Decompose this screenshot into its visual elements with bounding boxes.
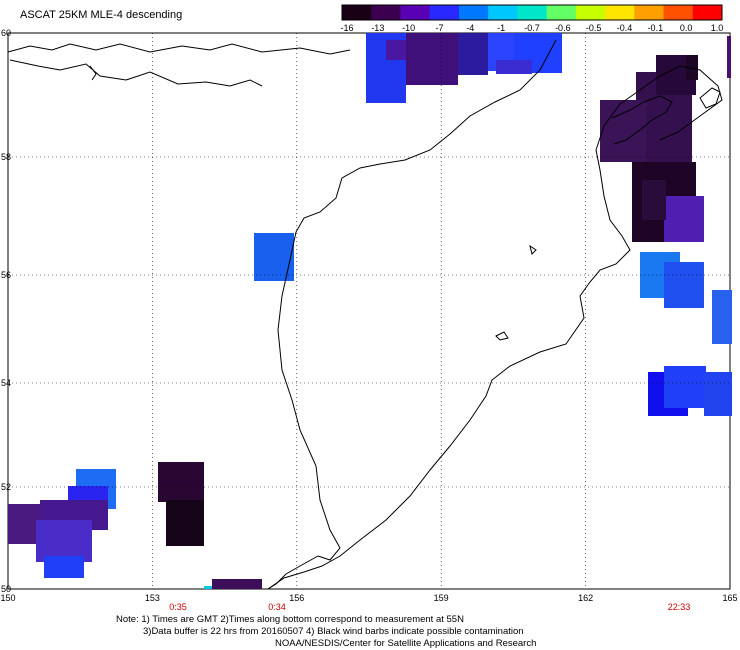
data-tile (458, 33, 488, 75)
colorbar-swatch (488, 5, 518, 20)
data-tile (664, 262, 704, 308)
colorbar-tick-label: -13 (371, 23, 384, 33)
longitude-label: 150 (0, 593, 15, 603)
footer-note-line1: Note: 1) Times are GMT 2)Times along bot… (116, 614, 464, 625)
colorbar-tick-label: -0.4 (617, 23, 633, 33)
data-tile (642, 180, 666, 220)
data-tile (166, 500, 204, 546)
coast-north (7, 43, 351, 55)
footer-note-line3: NOAA/NESDIS/Center for Satellite Applica… (275, 638, 537, 649)
colorbar-swatch (692, 5, 723, 20)
colorbar-tick-label: -7 (435, 23, 443, 33)
colorbar-tick-label: -0.5 (586, 23, 602, 33)
colorbar-tick-label: 1.0 (711, 23, 724, 33)
data-tile (36, 520, 92, 562)
coast-island (699, 87, 721, 109)
latitude-label: 54 (1, 378, 11, 388)
colorbar-swatch (575, 5, 606, 20)
data-tile (704, 372, 732, 416)
latitude-label: 50 (1, 584, 11, 594)
colorbar-tick-label: -4 (466, 23, 474, 33)
colorbar: -16 -13 -10 -7 -4 -1 -0.7 -0.6 -0.5 -0.4 -0.1 0.0 1.… (340, 4, 723, 33)
coast-peninsula (611, 95, 673, 145)
time-labels: 0:35 0:34 22:33 (169, 602, 690, 612)
data-tile (212, 579, 262, 589)
coastline (7, 39, 723, 590)
coast-islet (89, 65, 97, 81)
colorbar-swatch (605, 5, 635, 20)
colorbar-swatch (546, 5, 577, 20)
colorbar-swatch (663, 5, 694, 20)
map-title: ASCAT 25KM MLE-4 descending (20, 9, 183, 21)
colorbar-tick-label: -0.6 (555, 23, 571, 33)
colorbar-swatch (458, 5, 489, 20)
colorbar-tick-label: -1 (497, 23, 505, 33)
colorbar-tick-label: -10 (402, 23, 415, 33)
coast-west (277, 39, 557, 561)
longitude-label: 153 (145, 593, 160, 603)
colorbar-swatch (517, 5, 548, 20)
coast-islet (529, 244, 537, 255)
colorbar-frame (341, 4, 723, 21)
colorbar-tick-label: 0.0 (680, 23, 693, 33)
longitude-labels: 150 153 156 159 162 165 (0, 593, 737, 603)
colorbar-swatch (342, 5, 372, 20)
time-label: 0:34 (268, 602, 286, 612)
colorbar-swatch (371, 5, 401, 20)
graticule (8, 33, 730, 589)
data-tile (727, 36, 731, 78)
data-tile (158, 462, 204, 502)
colorbar-swatch (429, 5, 460, 20)
latitude-label: 52 (1, 482, 11, 492)
data-tile (496, 60, 532, 74)
colorbar-swatches (342, 5, 723, 20)
data-tile (664, 196, 704, 242)
data-tile (664, 366, 706, 408)
longitude-label: 165 (722, 593, 737, 603)
data-tile (44, 556, 84, 578)
data-tile (712, 290, 732, 344)
colorbar-swatch (400, 5, 431, 20)
latitude-label: 60 (1, 28, 11, 38)
longitude-label: 159 (434, 593, 449, 603)
coast-north-inner (9, 59, 263, 87)
colorbar-tick-label: -0.7 (524, 23, 540, 33)
data-tile (386, 40, 406, 60)
data-tiles (8, 33, 732, 589)
longitude-label: 156 (289, 593, 304, 603)
latitude-label: 56 (1, 270, 11, 280)
data-tile (406, 33, 458, 85)
footer-note-line2: 3)Data buffer is 22 hrs from 20160507 4)… (143, 626, 524, 637)
colorbar-labels: -16 -13 -10 -7 -4 -1 -0.7 -0.6 -0.5 -0.4 -0.1 0.0 1.… (340, 23, 723, 33)
data-tile (686, 55, 698, 80)
data-tile (204, 586, 212, 589)
coast-islet (495, 331, 509, 341)
colorbar-swatch (634, 5, 665, 20)
longitude-label: 162 (578, 593, 593, 603)
colorbar-tick-label: -16 (340, 23, 353, 33)
latitude-labels: 50 52 54 56 58 60 (1, 28, 11, 594)
coast-east (267, 65, 723, 590)
time-label: 22:33 (668, 602, 691, 612)
colorbar-tick-label: -0.1 (648, 23, 664, 33)
latitude-label: 58 (1, 152, 11, 162)
time-label: 0:35 (169, 602, 187, 612)
data-tile (254, 233, 294, 281)
